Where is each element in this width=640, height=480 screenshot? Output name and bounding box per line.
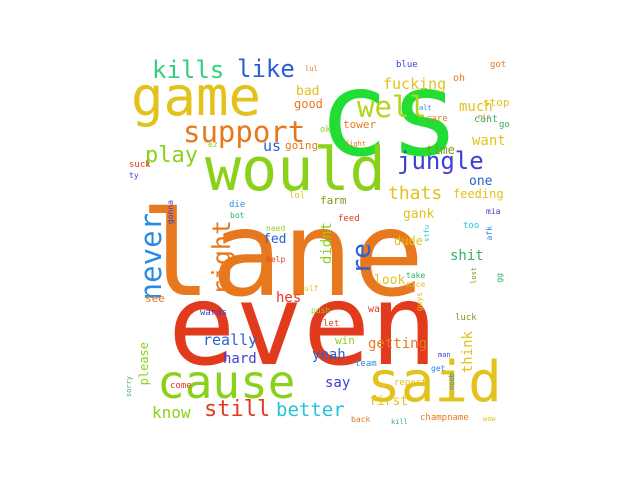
cloud-word: still — [204, 397, 271, 422]
cloud-word: like — [237, 55, 295, 83]
cloud-word: getting — [368, 336, 428, 352]
cloud-word: get — [431, 364, 446, 373]
cloud-word: ty — [129, 171, 139, 180]
cloud-word: ulf — [304, 284, 319, 293]
cloud-word: feed — [338, 214, 360, 224]
cloud-word: report — [394, 378, 427, 388]
cloud-word: say — [325, 375, 351, 391]
cloud-word: know — [152, 403, 191, 422]
cloud-word: didnt — [319, 222, 335, 265]
cloud-word: take — [406, 271, 426, 280]
cloud-word: help — [266, 255, 286, 264]
cloud-word: oh — [453, 73, 466, 84]
cloud-word: die — [229, 200, 246, 210]
cloud-word: gank — [403, 207, 435, 222]
cloud-word: alt — [419, 104, 432, 112]
cloud-word: fucking — [383, 75, 447, 93]
cloud-word: ok — [320, 125, 331, 135]
cloud-word: lost — [470, 267, 478, 284]
cloud-word: would — [205, 135, 386, 205]
cloud-word: win — [335, 334, 355, 347]
cloud-word: come — [170, 381, 192, 391]
cloud-word: too — [463, 221, 480, 231]
cloud-word: push — [311, 306, 331, 315]
cloud-word: tower — [343, 118, 377, 131]
cloud-word: ward — [368, 304, 393, 315]
cloud-word: game — [131, 65, 262, 128]
cloud-word: said — [367, 350, 502, 415]
cloud-word: stfu — [423, 225, 431, 242]
cloud-word: dude — [394, 234, 423, 248]
cloud-word: support — [183, 115, 306, 149]
cloud-word: one — [469, 174, 493, 189]
cloud-word: got — [490, 60, 507, 70]
cloud-word: jungle — [397, 147, 484, 175]
cloud-word: please — [137, 342, 151, 386]
cloud-word: thats — [388, 183, 443, 204]
cloud-word: right — [207, 220, 236, 296]
cloud-word: care — [426, 114, 448, 124]
cloud-word: much — [459, 99, 493, 115]
cloud-word: look — [374, 273, 406, 288]
cloud-word: blue — [396, 60, 418, 70]
cloud-word: better — [276, 399, 345, 421]
cloud-word: noob — [448, 373, 456, 390]
cloud-word: bot — [230, 211, 245, 220]
cloud-word: cs — [318, 55, 461, 183]
cloud-word: feeding — [453, 187, 504, 201]
cloud-word: shit — [450, 248, 484, 264]
cloud-word: fed — [263, 232, 287, 247]
cloud-word: bad — [296, 84, 320, 99]
cloud-word: lul — [305, 65, 318, 73]
cloud-word: see — [145, 292, 165, 305]
cloud-word: team — [355, 359, 377, 369]
cloud-word: mia — [486, 207, 501, 216]
cloud-word: hes — [276, 290, 302, 306]
cloud-word: going — [285, 139, 319, 152]
cloud-word: gg — [495, 273, 504, 283]
cloud-word: us — [263, 137, 282, 155]
cloud-word: afk — [485, 226, 494, 241]
cloud-word: think — [460, 331, 476, 374]
cloud-word: suck — [129, 160, 151, 170]
cloud-word: lol — [289, 191, 306, 201]
cloud-word: time — [426, 143, 455, 157]
cloud-word: kill — [391, 418, 408, 426]
cloud-word: wards — [200, 308, 228, 318]
cloud-word: play — [145, 143, 198, 168]
cloud-word: nice — [406, 280, 426, 289]
cloud-word: cant — [474, 114, 499, 125]
cloud-word: want — [472, 133, 506, 149]
cloud-word: let — [323, 319, 340, 329]
cloud-word: fight — [345, 140, 367, 148]
cloud-word: first — [369, 394, 409, 409]
word-cloud: lane even cs would game said cause support well k… — [123, 55, 515, 427]
cloud-word: cause — [157, 355, 296, 409]
cloud-word: champname — [420, 413, 469, 423]
cloud-word: need — [266, 224, 286, 233]
cloud-word: farm — [320, 194, 347, 207]
cloud-word: gonna — [166, 200, 175, 225]
cloud-word: hard — [223, 351, 257, 367]
cloud-word: go — [499, 120, 510, 130]
cloud-word: guys — [415, 292, 424, 312]
cloud-word: lane — [140, 185, 425, 323]
cloud-word: ez — [208, 140, 218, 149]
cloud-word: well — [357, 90, 427, 124]
cloud-word: re — [347, 243, 377, 275]
cloud-word: yeah — [312, 347, 346, 363]
cloud-word: never — [134, 213, 168, 301]
cloud-word: really — [203, 331, 258, 349]
cloud-word: back — [351, 415, 371, 424]
cloud-word: good — [294, 97, 323, 111]
cloud-word: nic — [478, 113, 491, 121]
cloud-word: kills — [152, 56, 225, 84]
cloud-word: wow — [483, 415, 496, 423]
cloud-word: stop — [483, 96, 510, 109]
cloud-word: even — [168, 261, 438, 391]
cloud-word: sorry — [125, 376, 133, 398]
cloud-word: man — [438, 351, 451, 359]
cloud-word: luck — [455, 313, 477, 323]
